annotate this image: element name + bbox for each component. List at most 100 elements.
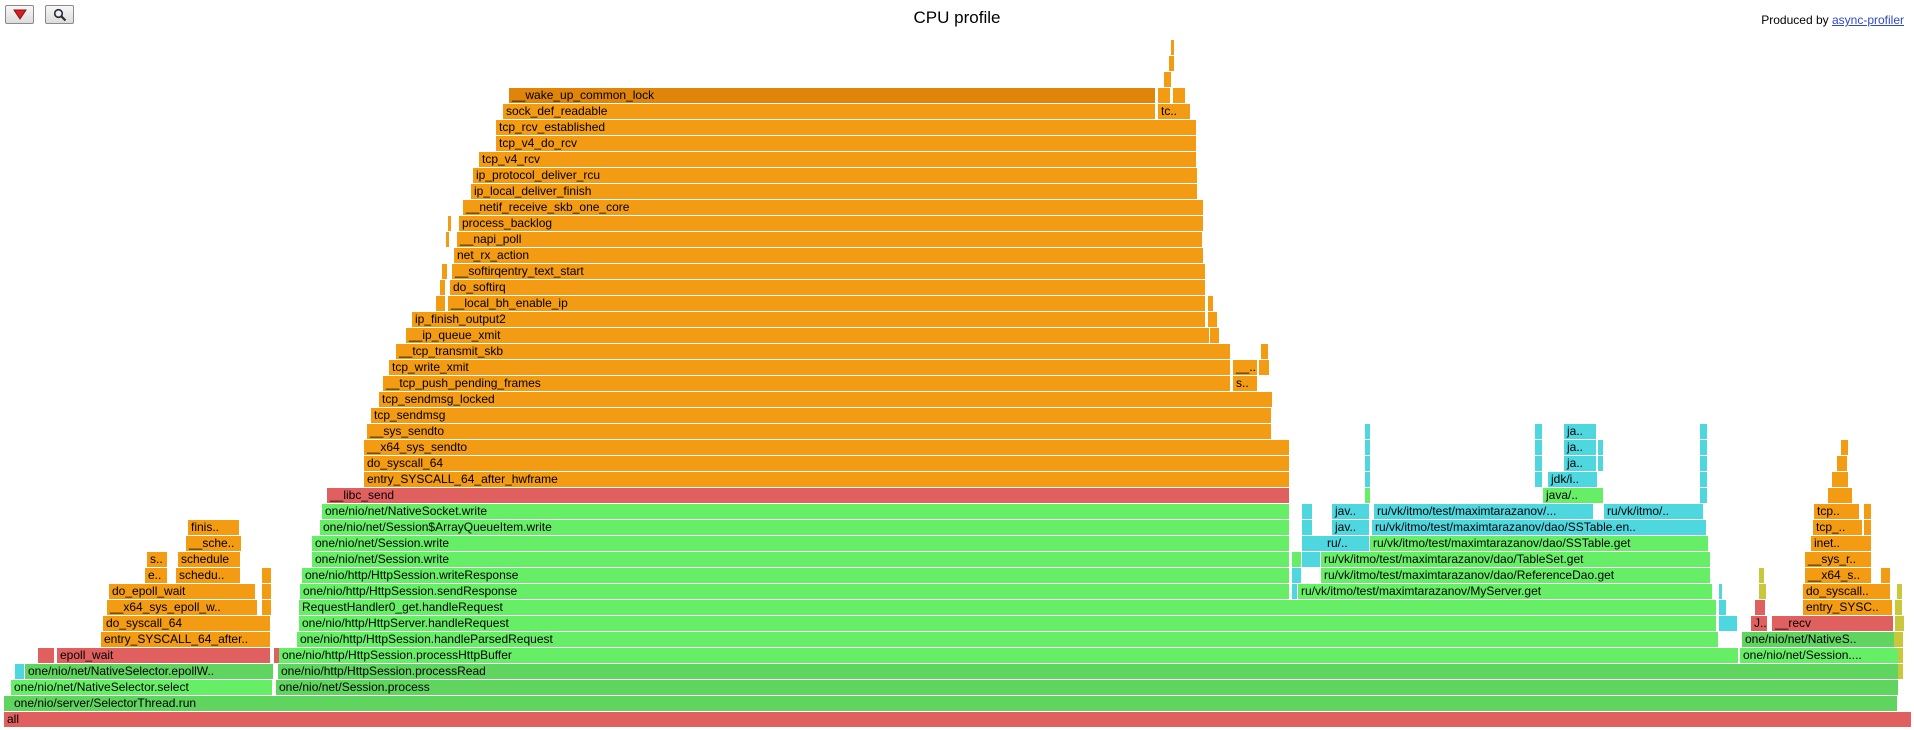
- flame-frame[interactable]: ru/vk/itmo/test/maximtarazanov/...: [1374, 504, 1593, 519]
- flame-frame[interactable]: jav..: [1332, 520, 1369, 535]
- flame-frame[interactable]: sock_def_readable: [503, 104, 1155, 119]
- flame-frame-sliver[interactable]: [1719, 584, 1722, 599]
- flame-frame-sliver[interactable]: [1832, 472, 1848, 487]
- flame-frame-sliver[interactable]: [1365, 488, 1370, 503]
- flame-frame-sliver[interactable]: [1302, 552, 1320, 567]
- flame-frame[interactable]: __softirqentry_text_start: [452, 264, 1205, 279]
- flame-frame-sliver[interactable]: [1719, 616, 1728, 631]
- flame-frame-sliver[interactable]: [1598, 440, 1603, 455]
- flame-frame-sliver[interactable]: [1365, 472, 1370, 487]
- flame-frame[interactable]: __x64_s..: [1805, 568, 1871, 583]
- flame-frame-sliver[interactable]: [1700, 488, 1707, 503]
- flame-frame[interactable]: __wake_up_common_lock: [509, 88, 1155, 103]
- flame-frame[interactable]: process_backlog: [459, 216, 1203, 231]
- flame-frame-sliver[interactable]: [1171, 40, 1174, 55]
- flame-frame[interactable]: one/nio/http/HttpSession.processHttpBuff…: [279, 648, 1738, 663]
- flame-frame[interactable]: do_epoll_wait: [109, 584, 255, 599]
- flame-frame-sliver[interactable]: [1259, 360, 1269, 375]
- flame-frame[interactable]: tcp_v4_do_rcv: [496, 136, 1196, 151]
- flame-frame[interactable]: ru/vk/itmo/..: [1604, 504, 1703, 519]
- flame-frame[interactable]: __libc_send: [327, 488, 1289, 503]
- flame-frame-sliver[interactable]: [1158, 88, 1170, 103]
- flame-frame[interactable]: tcp_..: [1813, 520, 1862, 535]
- flame-frame[interactable]: ru/vk/itmo/test/maximtarazanov/MyServer.…: [1298, 584, 1712, 599]
- flame-frame[interactable]: one/nio/net/Session.write: [312, 536, 1289, 551]
- flame-frame-sliver[interactable]: [4, 696, 11, 711]
- flame-frame[interactable]: tcp_sendmsg_locked: [379, 392, 1272, 407]
- flame-frame-sliver[interactable]: [1365, 440, 1370, 455]
- flame-frame[interactable]: one/nio/http/HttpSession.handleParsedReq…: [297, 632, 1718, 647]
- flame-frame[interactable]: s..: [1233, 376, 1257, 391]
- flame-frame[interactable]: epoll_wait: [57, 648, 270, 663]
- flame-frame[interactable]: net_rx_action: [454, 248, 1203, 263]
- flame-frame-sliver[interactable]: [448, 216, 451, 231]
- flame-frame-sliver[interactable]: [274, 648, 279, 663]
- flame-frame[interactable]: __sys_sendto: [367, 424, 1271, 439]
- flame-frame[interactable]: tcp_v4_rcv: [479, 152, 1196, 167]
- flame-frame[interactable]: e..: [145, 568, 167, 583]
- flame-frame[interactable]: __netif_receive_skb_one_core: [463, 200, 1203, 215]
- flame-frame-sliver[interactable]: [1365, 424, 1370, 439]
- async-profiler-link[interactable]: async-profiler: [1831, 13, 1904, 27]
- flame-frame[interactable]: __napi_poll: [457, 232, 1202, 247]
- flame-frame[interactable]: one/nio/http/HttpSession.processRead: [278, 664, 1898, 679]
- flame-frame[interactable]: ru/vk/itmo/test/maximtarazanov/dao/SSTab…: [1370, 536, 1708, 551]
- flame-frame-sliver[interactable]: [1535, 456, 1542, 471]
- reverse-button[interactable]: [5, 5, 34, 24]
- flame-frame[interactable]: RequestHandler0_get.handleRequest: [299, 600, 1716, 615]
- flame-frame-sliver[interactable]: [1700, 440, 1707, 455]
- flame-frame-sliver[interactable]: [1535, 440, 1542, 455]
- flame-frame-sliver[interactable]: [436, 296, 445, 311]
- flame-frame-sliver[interactable]: [1864, 504, 1871, 519]
- flame-frame-sliver[interactable]: [1208, 296, 1213, 311]
- flame-frame[interactable]: one/nio/net/Session.write: [312, 552, 1289, 567]
- flame-frame-sliver[interactable]: [1365, 456, 1370, 471]
- flame-frame[interactable]: one/nio/net/Session....: [1740, 648, 1898, 663]
- flame-frame[interactable]: do_syscall_64: [103, 616, 270, 631]
- flame-frame[interactable]: jdk/i..: [1548, 472, 1597, 487]
- flame-frame[interactable]: __sys_r..: [1805, 552, 1871, 567]
- flame-frame[interactable]: one/nio/net/NativeS..: [1742, 632, 1894, 647]
- flame-frame-sliver[interactable]: [262, 584, 271, 599]
- flame-frame-sliver[interactable]: [1173, 88, 1185, 103]
- flame-frame-sliver[interactable]: [1700, 456, 1707, 471]
- flame-frame-sliver[interactable]: [1169, 56, 1174, 71]
- flame-frame-sliver[interactable]: [1895, 600, 1902, 615]
- flame-frame[interactable]: schedu..: [176, 568, 240, 583]
- flame-frame-sliver[interactable]: [1292, 584, 1297, 599]
- flame-frame[interactable]: ip_local_deliver_finish: [471, 184, 1197, 199]
- flame-frame-sliver[interactable]: [442, 264, 447, 279]
- flame-frame[interactable]: ip_protocol_deliver_rcu: [473, 168, 1197, 183]
- flame-frame[interactable]: entry_SYSCALL_64_after_hwframe: [364, 472, 1289, 487]
- flame-frame[interactable]: one/nio/http/HttpSession.sendResponse: [300, 584, 1289, 599]
- flame-frame-sliver[interactable]: [1302, 504, 1312, 519]
- flame-frame[interactable]: one/nio/net/Session.process: [276, 680, 1898, 695]
- flame-frame-sliver[interactable]: [1893, 664, 1903, 679]
- flame-frame-sliver[interactable]: [15, 664, 24, 679]
- flame-frame[interactable]: tc..: [1158, 104, 1190, 119]
- flame-frame-sliver[interactable]: [1292, 552, 1301, 567]
- flame-frame[interactable]: ja..: [1564, 424, 1596, 439]
- flame-frame[interactable]: entry_SYSC..: [1803, 600, 1892, 615]
- flame-frame[interactable]: one/nio/http/HttpServer.handleRequest: [299, 616, 1716, 631]
- flame-frame[interactable]: tcp_write_xmit: [389, 360, 1230, 375]
- flame-frame[interactable]: one/nio/http/HttpSession.writeResponse: [302, 568, 1289, 583]
- flame-frame-sliver[interactable]: [1719, 600, 1726, 615]
- flame-frame[interactable]: do_softirq: [450, 280, 1205, 295]
- flame-frame-sliver[interactable]: [1535, 424, 1542, 439]
- flame-frame[interactable]: ip_finish_output2: [412, 312, 1205, 327]
- flame-frame[interactable]: inet..: [1811, 536, 1871, 551]
- flame-frame[interactable]: __sche..: [186, 536, 241, 551]
- flame-frame-sliver[interactable]: [1864, 520, 1871, 535]
- flame-frame[interactable]: __ip_queue_xmit: [406, 328, 1209, 343]
- flame-frame[interactable]: tcp_sendmsg: [371, 408, 1271, 423]
- flame-frame-sliver[interactable]: [262, 600, 271, 615]
- flame-frame[interactable]: __x64_sys_epoll_w..: [107, 600, 257, 615]
- flame-frame-sliver[interactable]: [1893, 632, 1903, 647]
- flame-frame-sliver[interactable]: [1302, 520, 1312, 535]
- flame-frame-sliver[interactable]: [1292, 568, 1301, 583]
- flame-frame-sliver[interactable]: [1828, 488, 1852, 503]
- flame-frame[interactable]: tcp_rcv_established: [496, 120, 1196, 135]
- flame-frame[interactable]: ja..: [1564, 456, 1596, 471]
- flame-frame[interactable]: finis..: [188, 520, 239, 535]
